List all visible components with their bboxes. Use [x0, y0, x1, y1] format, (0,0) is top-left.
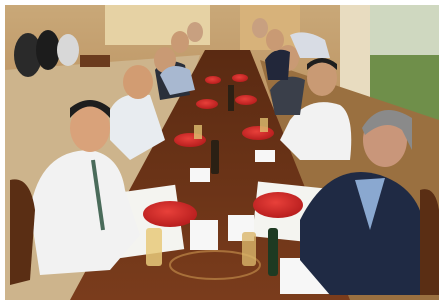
bottle	[228, 85, 234, 111]
bottle	[268, 228, 278, 276]
plate	[232, 74, 248, 82]
chair	[420, 189, 439, 295]
napkin	[190, 220, 218, 250]
plate	[205, 76, 221, 84]
glass	[194, 125, 202, 139]
person	[36, 30, 60, 70]
face	[123, 65, 153, 99]
napkin	[190, 168, 210, 182]
photo	[0, 0, 444, 300]
face	[171, 31, 189, 53]
glass	[242, 232, 256, 266]
person	[57, 34, 79, 66]
glass	[260, 118, 268, 132]
low-table	[80, 55, 110, 67]
plate	[143, 201, 197, 227]
plate	[253, 192, 303, 218]
page	[0, 0, 444, 300]
bottle	[211, 140, 219, 174]
scene	[5, 5, 439, 300]
napkin	[255, 150, 275, 162]
face	[187, 22, 203, 42]
face	[252, 18, 268, 38]
plate	[196, 99, 218, 109]
plate	[242, 126, 274, 140]
window-sky	[365, 5, 439, 55]
plate	[235, 95, 257, 105]
glass	[146, 228, 162, 266]
face	[266, 29, 284, 51]
